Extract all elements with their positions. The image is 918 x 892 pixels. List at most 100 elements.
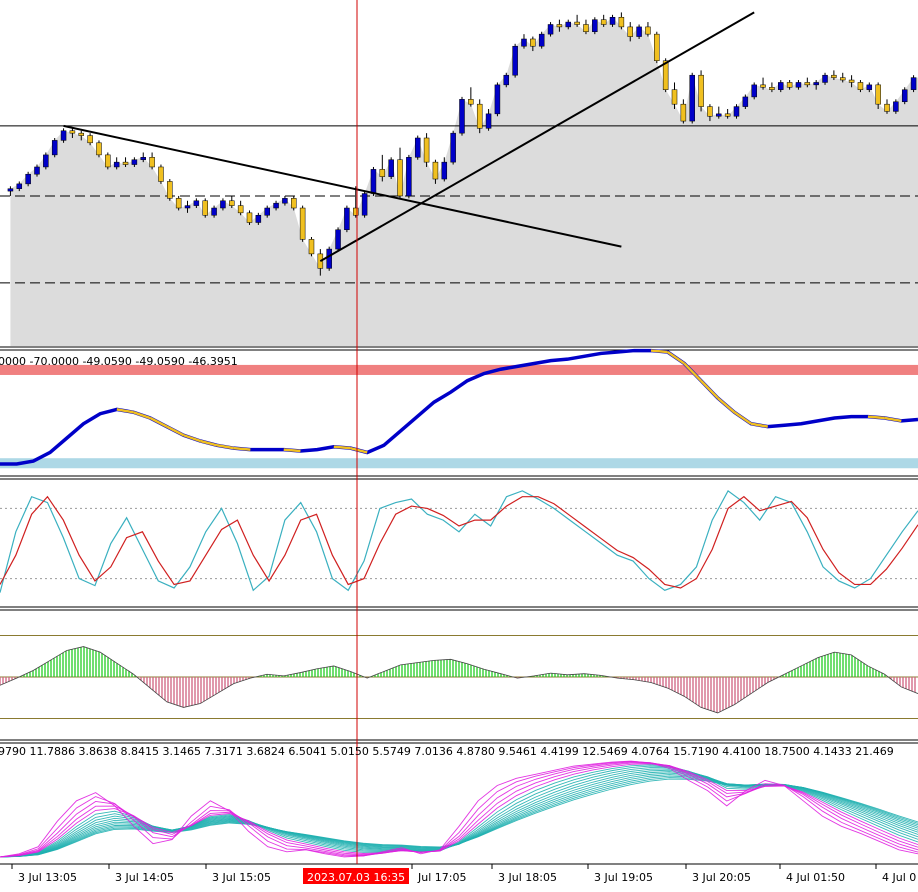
ribbon-line [0, 767, 918, 858]
candle-body [592, 19, 598, 32]
oscillator-down-segment [867, 415, 885, 420]
candle-body [574, 21, 580, 25]
price-pane[interactable] [0, 11, 918, 351]
candle-body [406, 157, 412, 197]
candle-body [848, 79, 855, 83]
oscillator-pane[interactable] [0, 348, 918, 480]
candle-body [34, 166, 40, 175]
trendline-1 [319, 11, 755, 263]
candle-body [361, 193, 368, 216]
candle-body [388, 159, 394, 177]
oscillator-down-segment [333, 445, 351, 450]
candle-body [370, 169, 377, 194]
axis-tick-label: 3 Jul 19:05 [594, 871, 653, 884]
candle-body [282, 198, 288, 204]
oscillator-down-segment [733, 411, 752, 425]
candle-body [494, 84, 501, 115]
candle-body [476, 103, 483, 129]
candle-body [16, 183, 23, 189]
candle-body [724, 113, 731, 117]
candle-body [246, 212, 253, 223]
candle-body [87, 135, 93, 144]
candle-body [459, 99, 465, 134]
oscillator-down-segment [683, 362, 702, 382]
candle-body [193, 200, 200, 206]
candle-body [910, 77, 917, 90]
candle-body [565, 21, 572, 28]
ribbon-line [0, 761, 918, 858]
candle-body [299, 207, 306, 240]
candle-body [131, 159, 138, 165]
axis-tick-label: 4 Jul 01:50 [786, 871, 845, 884]
candle-body [229, 200, 235, 206]
candle-body [733, 106, 740, 117]
oscillator-band-0 [0, 364, 918, 375]
oscillator-down-segment [650, 349, 668, 354]
candle-body [654, 33, 660, 61]
candle-body [804, 82, 811, 86]
crosshair-time-label: 2023.07.03 16:35 [307, 871, 405, 884]
candle-body [645, 26, 651, 35]
candle-body [707, 106, 713, 117]
candle-body [122, 161, 129, 165]
candle-body [716, 113, 722, 117]
candle-body [813, 82, 819, 86]
ribbon-line [0, 777, 918, 858]
candle-body [839, 77, 846, 81]
candle-body [264, 207, 270, 216]
stoch-signal-line [0, 495, 918, 589]
oscillator-down-segment [133, 411, 151, 420]
ribbon-line [0, 775, 918, 858]
oscillator-down-segment [884, 416, 902, 423]
time-axis: 3 Jul 13:05 3 Jul 14:05 3 Jul 15:05 Jul 17:… [0, 863, 918, 884]
stochastic-pane[interactable] [0, 489, 918, 611]
candle-body [255, 215, 262, 223]
oscillator-down-segment [350, 446, 368, 454]
candle-body [884, 103, 890, 112]
candle-body [751, 84, 757, 98]
candle-body [184, 205, 191, 209]
candle-body [397, 159, 403, 197]
oscillator-down-segment [199, 439, 218, 447]
candle-body [857, 82, 864, 90]
candle-body [689, 74, 695, 122]
candle-body [308, 239, 315, 255]
ma-ribbon-pane[interactable] [0, 760, 918, 858]
candle-body [769, 87, 775, 90]
crosshair-time-label-bg [303, 868, 409, 884]
axis-tick-label: 3 Jul 15:05 [212, 871, 271, 884]
candle-body [831, 74, 837, 78]
stoch-main-line [0, 489, 918, 593]
candle-body [78, 132, 85, 136]
candle-body [875, 84, 881, 105]
candle-body [556, 24, 563, 28]
candle-body [636, 26, 642, 37]
candle-body [547, 24, 554, 35]
oscillator-band-1 [0, 458, 918, 469]
candle-body [211, 207, 217, 216]
candle-body [379, 169, 386, 177]
candle-body [521, 38, 527, 47]
candle-body [450, 132, 456, 163]
ribbon-line [0, 760, 918, 858]
candle-body [414, 137, 421, 158]
candle-body [60, 130, 67, 141]
trendline-0 [63, 124, 622, 248]
candle-body [7, 188, 14, 192]
candle-body [760, 84, 766, 88]
candle-body [273, 202, 279, 209]
histogram-pane[interactable] [0, 635, 918, 744]
candle-body [485, 113, 492, 129]
candle-body [432, 161, 439, 180]
axis-tick-label: 3 Jul 13:05 [18, 871, 77, 884]
price-area-fill [10, 17, 918, 346]
candle-body [43, 154, 49, 168]
axis-tick-label: 3 Jul 20:05 [692, 871, 751, 884]
candle-body [627, 26, 633, 37]
candle-body [140, 157, 146, 160]
candle-body [96, 142, 102, 156]
candle-body [538, 33, 545, 47]
candle-body [25, 173, 31, 185]
candle-body [609, 16, 616, 25]
